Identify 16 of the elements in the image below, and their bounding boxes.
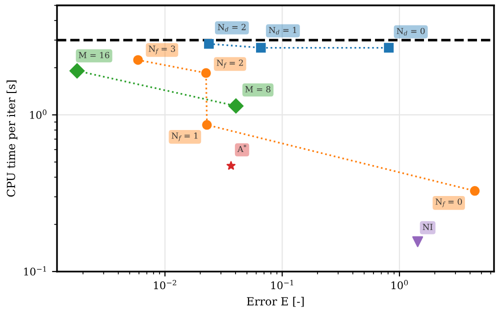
annotation: M = 8 (245, 86, 270, 92)
annotation: N$_{f}$ = 2 (216, 60, 243, 68)
annotation: N$_{d}$ = 2 (218, 24, 246, 32)
annotation: A$^{*}$ (237, 144, 246, 152)
annotation: M = 16 (78, 52, 110, 58)
annotation: N$_{f}$ = 3 (148, 46, 176, 54)
annotation: N$_{d}$ = 1 (268, 26, 296, 34)
annotation: N$_{d}$ = 0 (396, 28, 425, 36)
x-tick-label: 10$^{−2}$ (154, 280, 176, 290)
annotation: N$_{f}$ = 1 (172, 132, 198, 142)
x-axis-title: Error E [-] (246, 296, 304, 307)
annotation: N$_{f}$ = 0 (436, 198, 462, 208)
x-tick-label: 10$^{−1}$ (271, 280, 294, 290)
x-tick-label: 10$^{0}$ (392, 280, 408, 290)
y-axis-title: CPU time per iter [s] (6, 80, 18, 197)
annotation: NI (422, 224, 433, 230)
